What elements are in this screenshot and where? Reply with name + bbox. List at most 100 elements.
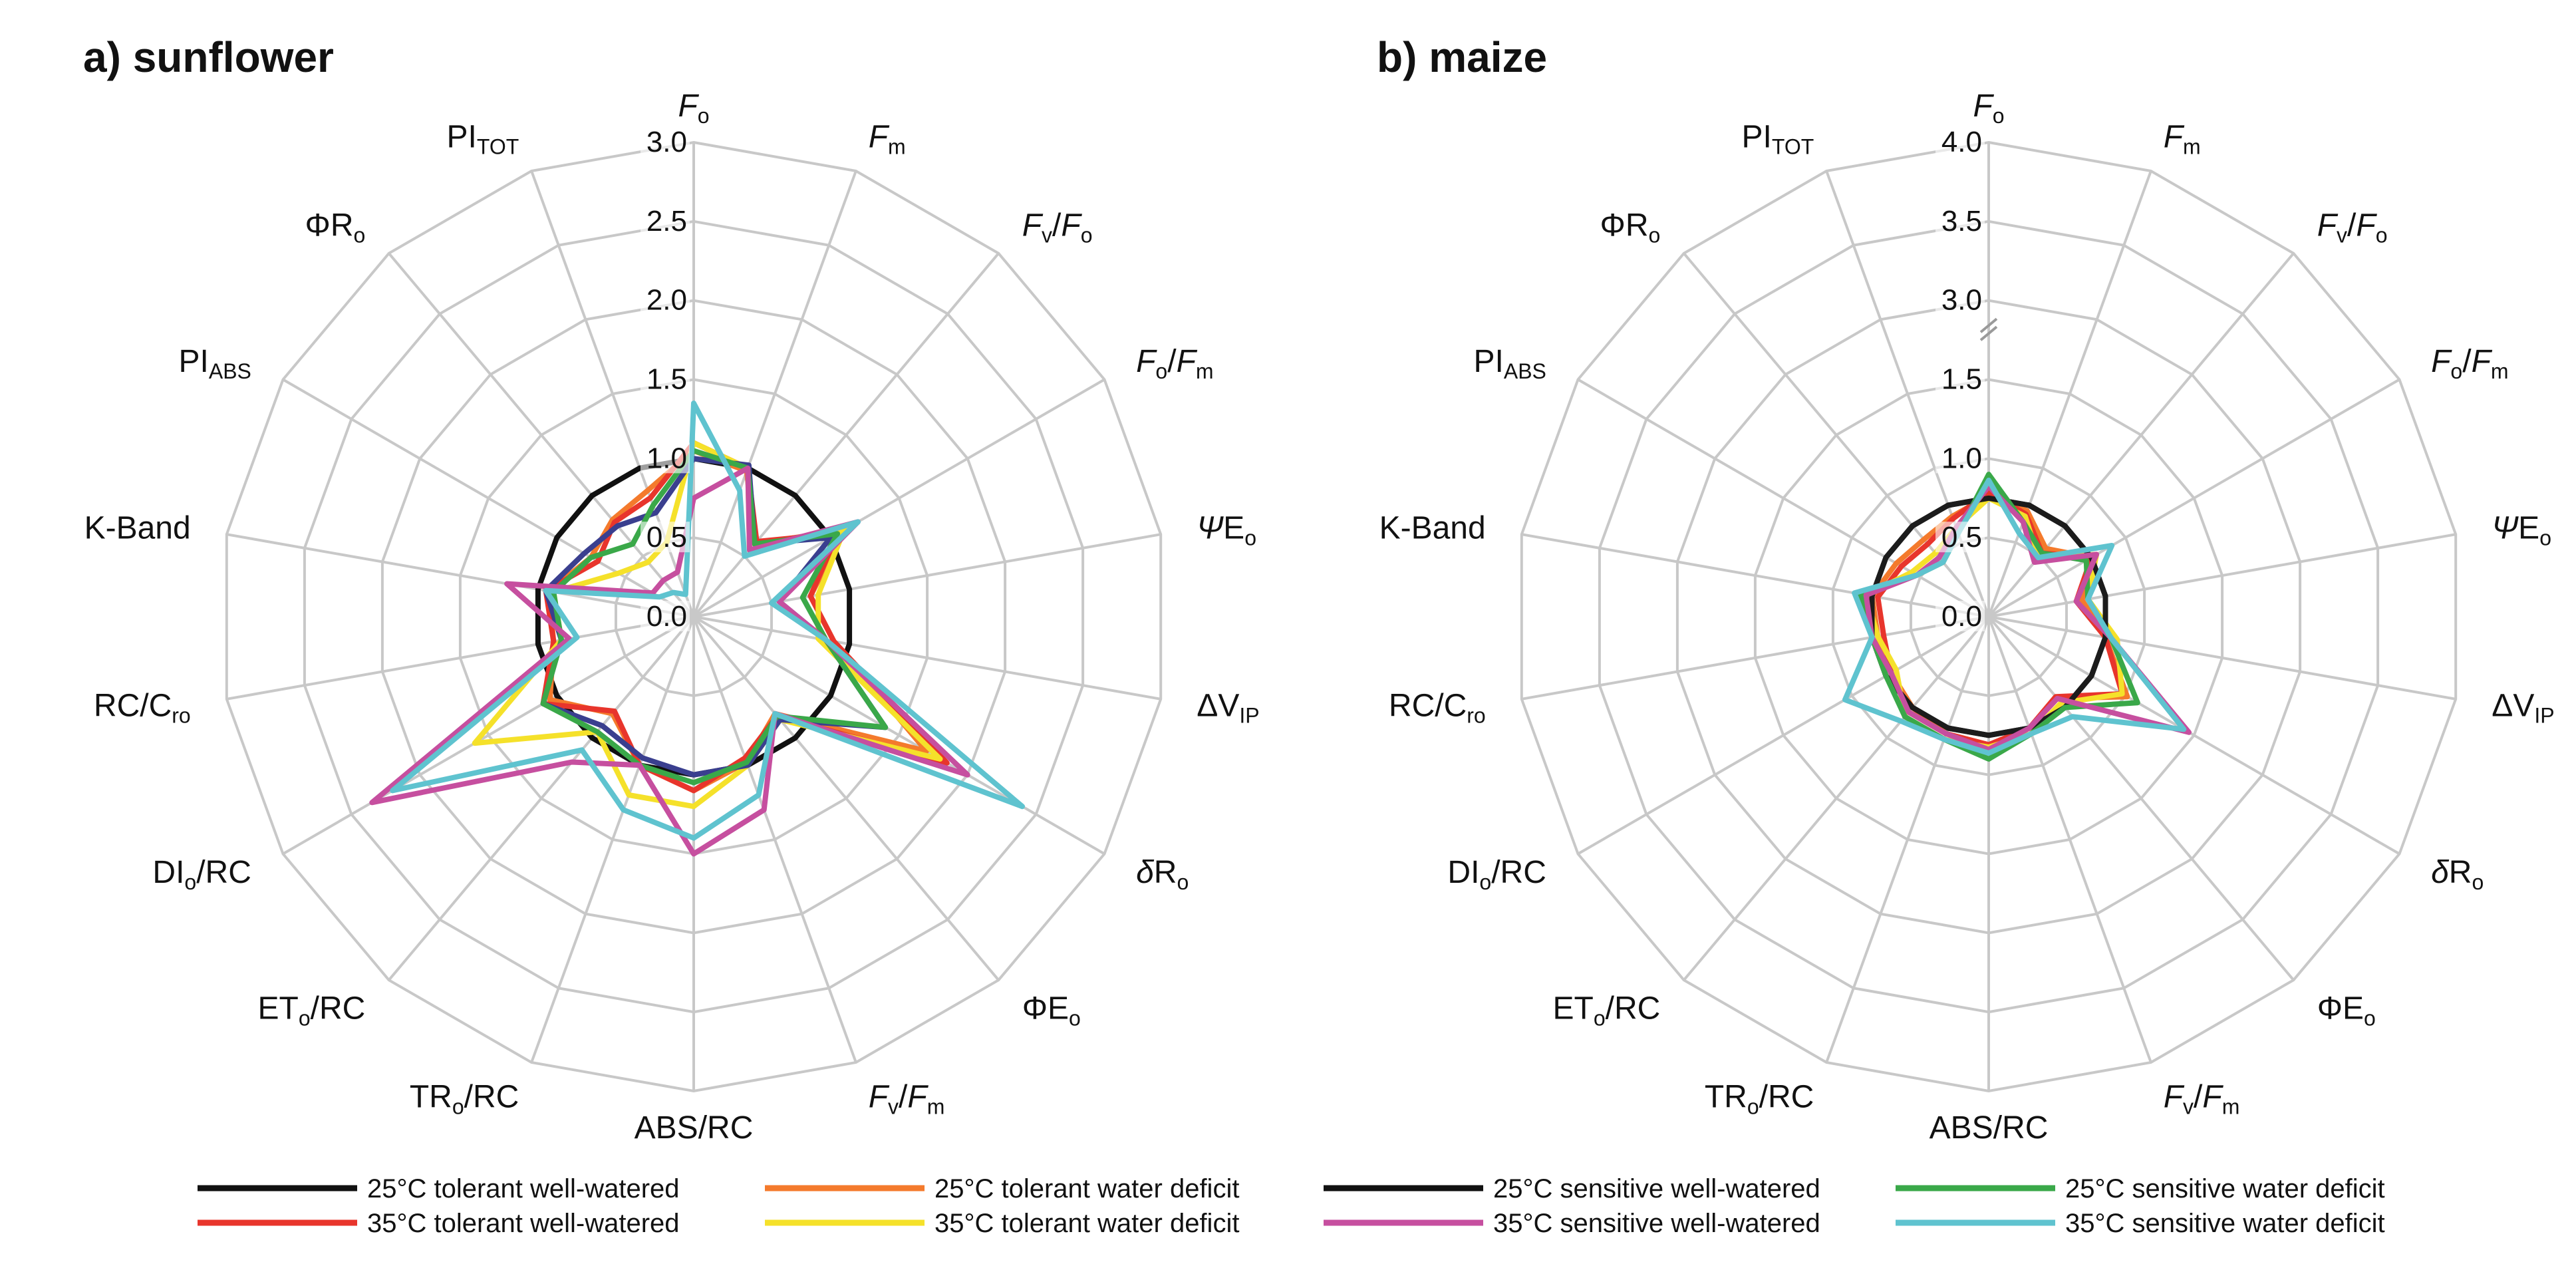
axis-spoke	[282, 378, 694, 618]
axis-label-eto-rc: ETo/RC	[257, 991, 365, 1030]
tick-label-bg	[641, 522, 690, 553]
axis-break-mark	[1979, 317, 1998, 333]
legend: 25°C tolerant well-watered 35°C tolerant …	[198, 1174, 2385, 1238]
series-25-c-sensitive-water-deficit	[540, 448, 889, 786]
axis-spoke	[1825, 616, 1990, 1063]
axis-label-eo: ΨEo	[2492, 511, 2551, 550]
axis-spoke	[1577, 378, 1989, 618]
axis-label-pitot: PITOT	[1742, 119, 1814, 158]
axis-spoke	[693, 615, 1105, 856]
series-35-c-sensitive-water-deficit	[390, 400, 1025, 841]
axis-label-eo: ΦEo	[1022, 991, 1081, 1030]
tick-label-bg	[1935, 126, 1985, 157]
axis-label-eo: ΨEo	[1197, 511, 1256, 550]
r-tick-label: 0.5	[646, 521, 687, 554]
legend-label: 35°C sensitive well-watered	[1493, 1209, 1820, 1238]
axis-label-ro: ΦRo	[1600, 208, 1661, 247]
tick-label-bg	[641, 442, 690, 474]
tick-label-bg	[641, 126, 690, 157]
legend-label: 25°C tolerant well-watered	[367, 1174, 680, 1203]
axis-spoke	[1988, 615, 2400, 856]
axis-spoke	[692, 615, 1000, 981]
r-tick-label: 4.0	[1941, 126, 1982, 158]
legend-label: 25°C sensitive well-watered	[1493, 1174, 1820, 1203]
axis-spoke	[693, 378, 1105, 618]
panel-title: a) sunflower	[83, 33, 334, 81]
axis-spoke	[388, 615, 695, 981]
r-tick-label: 1.5	[1941, 363, 1982, 396]
tick-label-bg	[1935, 601, 1985, 631]
axis-label-k-band: K-Band	[1379, 511, 1486, 546]
axis-label-piabs: PIABS	[1474, 344, 1546, 383]
axis-spoke	[226, 615, 694, 701]
axis-label-fv-fo: Fv/Fo	[2317, 208, 2388, 247]
legend-label: 25°C tolerant water deficit	[934, 1174, 1239, 1203]
axis-label-fo-fm: Fo/Fm	[2431, 344, 2508, 383]
axis-spoke	[1988, 378, 2400, 618]
axis-label-k-band: K-Band	[84, 511, 191, 546]
axis-label-dio-rc: DIo/RC	[1447, 855, 1546, 894]
axis-label-fo-fm: Fo/Fm	[1136, 344, 1213, 383]
axis-label-fv-fm: Fv/Fm	[2164, 1080, 2240, 1119]
axis-label-pitot: PITOT	[447, 119, 519, 158]
axis-label-piabs: PIABS	[179, 344, 251, 383]
axis-label-fo: Fo	[1973, 88, 2004, 128]
axis-spoke	[1683, 615, 1990, 981]
r-tick-label: 1.5	[646, 363, 687, 396]
axis-spoke	[1987, 615, 2295, 981]
panel-maize: b) maize Fo Fm Fv/Fo Fo/Fm ΨEo ΔVIP δRo ΦEo Fv/Fm…	[1377, 33, 2555, 1146]
tick-label-bg	[1935, 363, 1985, 395]
axis-label-rc-cro: RC/Cro	[1389, 688, 1486, 727]
axis-spoke	[1987, 616, 2152, 1063]
axis-spoke	[1988, 615, 2456, 701]
r-tick-label: 3.0	[1941, 284, 1982, 317]
tick-label-bg	[1935, 522, 1985, 553]
tick-label-bg	[1935, 205, 1985, 236]
r-tick-label: 3.5	[1941, 205, 1982, 237]
axis-label-vip: ΔVIP	[1197, 688, 1259, 727]
axis-label-dio-rc: DIo/RC	[152, 855, 251, 894]
axis-label-ro: δRo	[1136, 855, 1189, 894]
axis-label-tro-rc: TRo/RC	[1705, 1080, 1814, 1119]
axis-spoke	[226, 533, 694, 618]
r-tick-label: 1.0	[1941, 442, 1982, 474]
axis-spoke	[1577, 615, 1989, 856]
axis-spoke	[1988, 533, 2456, 618]
axis-label-ro: ΦRo	[305, 208, 366, 247]
series-35-c-sensitive-water-deficit	[1842, 478, 2187, 756]
panel-sunflower: a) sunflower Fo Fm Fv/Fo Fo/Fm ΨEo ΔVIP δRo ΦEo F…	[83, 33, 1260, 1146]
legend-label: 35°C tolerant well-watered	[367, 1209, 680, 1238]
axis-spoke	[1987, 170, 2152, 617]
axis-label-fm: Fm	[2164, 119, 2201, 158]
axis-label-eto-rc: ETo/RC	[1552, 991, 1660, 1030]
axis-label-abs-rc: ABS/RC	[1930, 1110, 2049, 1146]
series-35-c-tolerant-water-deficit	[472, 440, 943, 810]
legend-label: 25°C sensitive water deficit	[2065, 1174, 2385, 1203]
r-tick-label: 0.0	[646, 600, 687, 633]
axis-label-ro: δRo	[2431, 855, 2484, 894]
series-25-c-sensitive-well-watered	[540, 456, 889, 778]
axis-spoke	[1521, 615, 1989, 701]
axis-label-fo: Fo	[678, 88, 709, 128]
r-tick-label: 0.0	[1941, 600, 1982, 633]
axis-spoke	[282, 615, 694, 856]
axis-label-eo: ΦEo	[2317, 991, 2376, 1030]
r-tick-label: 1.0	[646, 442, 687, 474]
axis-label-fv-fm: Fv/Fm	[869, 1080, 945, 1119]
axis-label-vip: ΔVIP	[2492, 688, 2554, 727]
axis-spoke	[1521, 533, 1989, 618]
legend-label: 35°C tolerant water deficit	[934, 1209, 1239, 1238]
axis-label-rc-cro: RC/Cro	[94, 688, 191, 727]
r-tick-label: 3.0	[646, 126, 687, 158]
tick-label-bg	[1935, 284, 1985, 315]
axis-break-mark	[1979, 325, 1998, 341]
axis-spoke	[692, 170, 857, 617]
tick-label-bg	[641, 205, 690, 236]
axis-label-tro-rc: TRo/RC	[410, 1080, 519, 1119]
legend-label: 35°C sensitive water deficit	[2065, 1209, 2385, 1238]
tick-label-bg	[641, 363, 690, 395]
r-tick-label: 2.5	[646, 205, 687, 237]
panel-title: b) maize	[1377, 33, 1547, 81]
axis-label-fm: Fm	[869, 119, 906, 158]
